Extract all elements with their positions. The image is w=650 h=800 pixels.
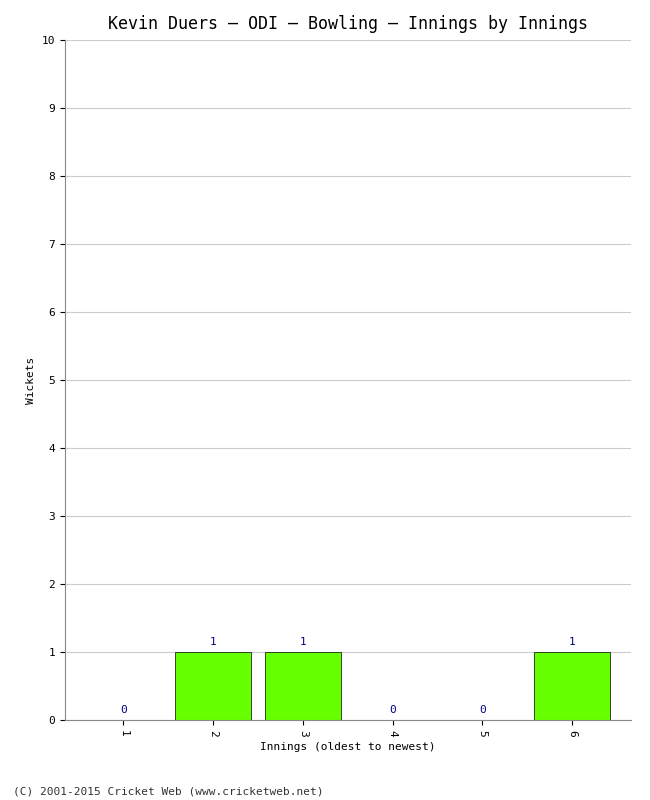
Text: (C) 2001-2015 Cricket Web (www.cricketweb.net): (C) 2001-2015 Cricket Web (www.cricketwe… bbox=[13, 786, 324, 796]
Title: Kevin Duers – ODI – Bowling – Innings by Innings: Kevin Duers – ODI – Bowling – Innings by… bbox=[108, 15, 588, 33]
Text: 1: 1 bbox=[210, 637, 216, 646]
Text: 1: 1 bbox=[300, 637, 306, 646]
Text: 1: 1 bbox=[569, 637, 575, 646]
Text: 0: 0 bbox=[120, 705, 127, 714]
X-axis label: Innings (oldest to newest): Innings (oldest to newest) bbox=[260, 742, 436, 752]
Text: 0: 0 bbox=[479, 705, 486, 714]
Bar bbox=[175, 652, 252, 720]
Bar bbox=[534, 652, 610, 720]
Y-axis label: Wickets: Wickets bbox=[26, 356, 36, 404]
Bar bbox=[265, 652, 341, 720]
Text: 0: 0 bbox=[389, 705, 396, 714]
